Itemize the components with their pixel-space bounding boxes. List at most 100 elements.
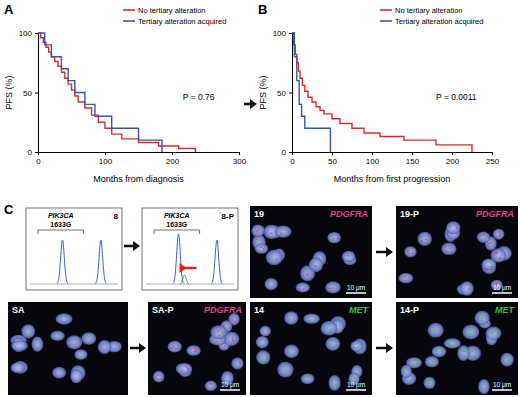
gene-label: MET xyxy=(349,305,370,315)
chart: 0100200300050100AMonths from diagnosisPF… xyxy=(4,2,247,184)
nucleus xyxy=(486,326,502,340)
probe-signal xyxy=(429,363,431,365)
probe-signal xyxy=(448,245,450,247)
arrow xyxy=(376,247,393,257)
x-tick: 0 xyxy=(290,152,295,166)
probe-signal xyxy=(496,252,498,254)
nucleus xyxy=(231,357,243,369)
y-tick-mark xyxy=(35,33,38,34)
fish-image: 14-PMET10 μm xyxy=(396,302,518,395)
sample-label: 19-P xyxy=(400,209,419,219)
nucleus xyxy=(11,362,25,372)
probe-signal xyxy=(354,377,356,379)
probe-signal xyxy=(406,279,408,281)
probe-signal xyxy=(450,247,452,249)
x-tick-label: 0 xyxy=(290,157,295,166)
nucleus xyxy=(463,325,480,340)
x-tick: 250 xyxy=(486,152,500,166)
nucleus xyxy=(444,338,461,348)
probe-signal xyxy=(160,378,162,380)
fish-image: SA-PPDGFRA10 μm xyxy=(148,302,246,395)
probe-signal xyxy=(233,340,235,342)
scale-bar xyxy=(492,292,512,294)
probe-signal xyxy=(336,384,338,386)
probe-signal xyxy=(446,251,448,253)
nuclei xyxy=(153,313,244,391)
probe-signal xyxy=(276,258,278,260)
panel-label: A xyxy=(4,2,14,17)
y-tick: 100 xyxy=(273,29,292,38)
sample-label: 19 xyxy=(254,209,264,219)
nucleus xyxy=(350,341,363,352)
probe-signal xyxy=(223,325,225,327)
legend-label: No tertiary alteration xyxy=(395,6,463,15)
nucleus xyxy=(256,336,269,348)
probe-signal xyxy=(415,359,417,361)
probe-signal xyxy=(307,376,309,378)
x-axis: 050100150200250 xyxy=(290,152,499,166)
x-axis-line xyxy=(293,153,493,156)
probe-signal xyxy=(187,369,189,371)
y-axis: 050100 xyxy=(19,29,39,157)
probe-signal xyxy=(232,338,234,340)
probe-signal xyxy=(263,248,265,250)
nucleus xyxy=(277,362,293,378)
fish-background xyxy=(8,302,128,395)
probe-signal xyxy=(412,252,414,254)
probe-signal xyxy=(329,343,331,345)
x-axis-line xyxy=(39,153,240,156)
nucleus xyxy=(256,350,270,364)
probe-signal xyxy=(449,344,451,346)
trace-frame xyxy=(26,208,122,290)
nucleus xyxy=(342,251,355,262)
nucleus xyxy=(153,371,165,383)
legend: No tertiary alterationTertiary alteratio… xyxy=(123,6,226,26)
probe-signal xyxy=(404,372,406,374)
y-axis-label: PFS (%) xyxy=(258,75,268,109)
sample-label: 8-P xyxy=(222,212,235,221)
probe-signal xyxy=(480,234,482,236)
p-value: P = 0.76 xyxy=(183,92,215,102)
probe-signal xyxy=(196,349,198,351)
arrow xyxy=(244,99,257,109)
sample-label: SA-P xyxy=(152,305,174,315)
probe-signal xyxy=(415,363,417,365)
probe-signal xyxy=(465,350,467,352)
legend-swatch xyxy=(123,20,135,22)
probe-signal xyxy=(474,355,476,357)
nucleus xyxy=(251,224,264,237)
x-axis-label: Months from first progression xyxy=(334,174,451,184)
nucleus xyxy=(460,281,473,296)
nucleus xyxy=(325,281,340,293)
nucleus xyxy=(501,353,514,367)
baseline xyxy=(146,284,234,285)
probe-signal xyxy=(471,349,473,351)
y-tick-mark xyxy=(289,93,292,94)
electropherogram: PIK3CA1633G8-P xyxy=(142,208,238,290)
scale-bar xyxy=(492,389,512,391)
y-axis-line xyxy=(35,34,39,153)
scale-bar xyxy=(346,389,366,391)
probe-signal xyxy=(232,340,234,342)
probe-signal xyxy=(177,348,179,350)
gene-label: PDGFRA xyxy=(330,209,368,219)
arrow-head xyxy=(250,99,257,109)
probe-signal xyxy=(306,274,308,276)
nucleus xyxy=(401,365,412,378)
probe-signal xyxy=(402,275,404,277)
probe-signal xyxy=(410,380,412,382)
probe-signal xyxy=(455,345,457,347)
y-tick-label: 100 xyxy=(273,29,287,38)
y-axis: 050100 xyxy=(273,29,293,157)
probe-signal xyxy=(288,352,290,354)
nucleus xyxy=(477,232,490,243)
x-axis: 0100200300 xyxy=(36,152,246,166)
arrow xyxy=(124,241,140,251)
probe-signal xyxy=(187,368,189,370)
chart: 050100150200250050100BMonths from first … xyxy=(258,2,500,184)
probe-signal xyxy=(271,232,273,234)
y-tick: 0 xyxy=(282,148,292,157)
x-tick-mark xyxy=(452,152,453,155)
arrow-head xyxy=(386,343,393,353)
nucleus xyxy=(328,375,340,391)
